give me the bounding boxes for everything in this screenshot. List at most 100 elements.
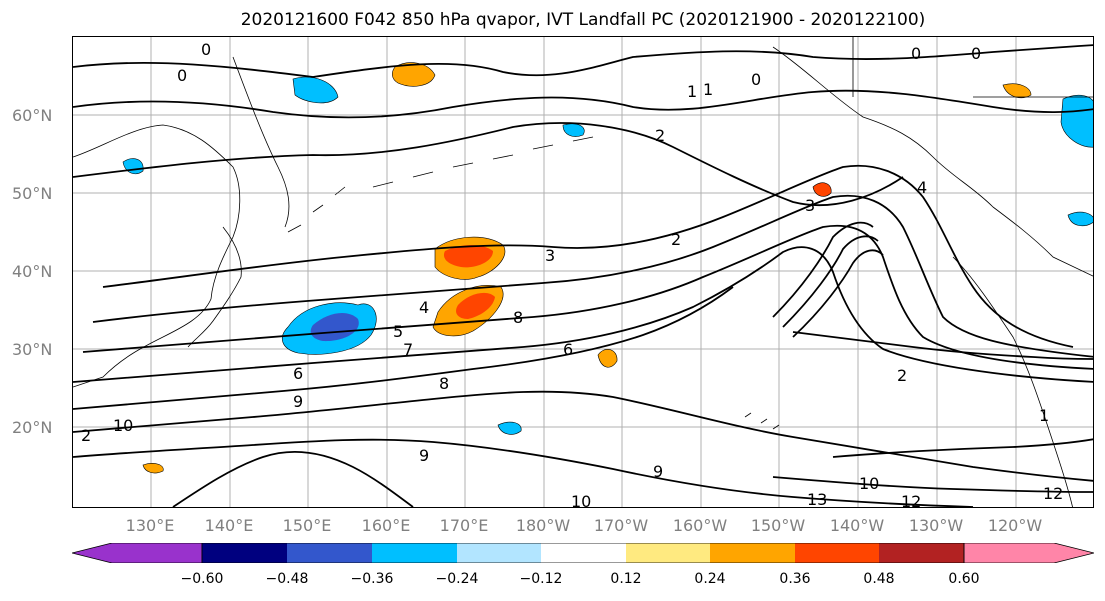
contour-label: 2 xyxy=(671,230,681,249)
contour-label: 12 xyxy=(901,492,921,508)
contour-label: 0 xyxy=(751,70,761,89)
contour-label: 0 xyxy=(177,66,187,85)
colorbar-tick-label: 0.48 xyxy=(863,571,895,587)
colorbar-tick-label: −0.24 xyxy=(435,571,479,587)
blue-patch-sea xyxy=(562,123,585,137)
contour-label: 9 xyxy=(419,446,429,465)
contour-southwest-tangle xyxy=(172,450,414,507)
chart-title: 2020121600 F042 850 hPa qvapor, IVT Land… xyxy=(240,10,926,30)
contour-label: 1 xyxy=(1039,406,1049,425)
contour-7 xyxy=(73,286,734,410)
lon-label-160e: 160°E xyxy=(361,516,411,535)
alaska-coast xyxy=(772,46,1093,277)
lon-label-140w: 140°W xyxy=(829,516,885,535)
colorbar-segment xyxy=(287,543,372,563)
colorbar-segment xyxy=(202,543,287,563)
red-patch-central-north xyxy=(443,245,493,268)
contour-label: 1 xyxy=(703,80,713,99)
lon-label-130e: 130°E xyxy=(125,516,175,535)
contour-label: 0 xyxy=(911,44,921,63)
lat-label-50n: 50°N xyxy=(12,184,53,203)
colorbar-tick-label: −0.12 xyxy=(519,571,563,587)
red-patch-central-south xyxy=(456,292,495,319)
colorbar-extend-high xyxy=(963,542,1095,564)
orange-patch-gulf xyxy=(812,182,832,197)
colorbar-tick-label: −0.48 xyxy=(265,571,309,587)
contour-label: 10 xyxy=(113,416,133,435)
colorbar-segment xyxy=(457,543,541,563)
contour-label: 3 xyxy=(545,246,555,265)
contour-label: 10 xyxy=(859,474,879,493)
blue-patch-subtropic xyxy=(497,421,522,435)
colorbar-segment xyxy=(372,543,457,563)
canada-border xyxy=(852,37,1093,98)
map-panel: 0 0 0 0 0 1 2 2 3 3 4 5 6 7 8 9 10 10 10… xyxy=(72,36,1094,508)
lon-label-150w: 150°W xyxy=(750,516,806,535)
lat-label-20n: 20°N xyxy=(12,418,53,437)
ivt-contours xyxy=(73,44,1093,507)
contour-label: 10 xyxy=(571,492,591,508)
contour-3 xyxy=(102,164,1074,348)
orange-patch-north xyxy=(392,62,436,87)
contour-labels: 0 0 0 0 0 1 2 2 3 3 4 5 6 7 8 9 10 10 10… xyxy=(81,40,1063,508)
colorbar-segment xyxy=(541,543,626,563)
contour-jet-2 xyxy=(782,235,879,328)
contour-label: 3 xyxy=(805,196,815,215)
lon-label-120w: 120°W xyxy=(987,516,1043,535)
contour-jet-1 xyxy=(772,221,874,318)
qvapor-filled-patches xyxy=(122,62,1093,474)
contour-label: 1 xyxy=(687,82,697,101)
lon-label-170w: 170°W xyxy=(593,516,649,535)
hawaii xyxy=(744,412,780,430)
colorbar-segment xyxy=(795,543,879,563)
blue-patch-east xyxy=(1067,211,1093,227)
contour-label: 12 xyxy=(1043,484,1063,503)
colorbar-tick-label: 0.12 xyxy=(610,571,642,587)
north-america-west xyxy=(952,256,1073,507)
colorbar-tick-label: 0.24 xyxy=(694,571,726,587)
blue-patch-alaska xyxy=(122,158,144,174)
contour-5 xyxy=(82,224,1093,370)
orange-patch-subtropic xyxy=(597,349,618,368)
lat-label-60n: 60°N xyxy=(12,106,53,125)
contour-southeast-band xyxy=(832,438,1093,458)
coastlines xyxy=(73,37,1093,507)
contour-4 xyxy=(92,194,1093,358)
contour-label: 5 xyxy=(393,322,403,341)
contour-label: 6 xyxy=(293,364,303,383)
contour-label: 9 xyxy=(293,392,303,411)
contour-label: 6 xyxy=(563,340,573,359)
colorbar-segment xyxy=(710,543,795,563)
contour-label: 4 xyxy=(917,178,927,197)
lon-label-140e: 140°E xyxy=(204,516,254,535)
contour-0-north xyxy=(73,44,1093,78)
colorbar xyxy=(71,542,1095,567)
colorbar-extend-low xyxy=(71,542,203,564)
graticule xyxy=(73,37,1093,507)
japan-coast xyxy=(187,226,242,348)
kamchatka-coast xyxy=(232,56,290,228)
colorbar-tick-label: −0.60 xyxy=(180,571,224,587)
contour-9 xyxy=(73,390,1093,482)
colorbar-tick-label: 0.60 xyxy=(948,571,980,587)
colorbar-tick-label: 0.36 xyxy=(779,571,811,587)
blue-patch-northeast xyxy=(1060,94,1093,148)
contour-label: 8 xyxy=(439,374,449,393)
contour-jet-3 xyxy=(792,249,884,338)
contour-label: 0 xyxy=(971,44,981,63)
lat-label-30n: 30°N xyxy=(12,340,53,359)
aleutian-chain xyxy=(372,136,594,188)
contour-label: 4 xyxy=(419,298,429,317)
contour-label: 9 xyxy=(653,462,663,481)
asia-coast xyxy=(73,124,241,388)
contour-label: 0 xyxy=(201,40,211,59)
blue-patch-northwest xyxy=(292,76,339,104)
contour-label: 2 xyxy=(81,426,91,445)
darkblue-patch-west-pacific xyxy=(310,313,359,342)
lat-label-40n: 40°N xyxy=(12,262,53,281)
lon-label-160w: 160°W xyxy=(672,516,728,535)
contour-6 xyxy=(73,246,1093,383)
colorbar-svg xyxy=(71,542,1095,564)
orange-patch-bottom-left xyxy=(142,463,164,474)
contour-13-east xyxy=(772,476,1093,493)
